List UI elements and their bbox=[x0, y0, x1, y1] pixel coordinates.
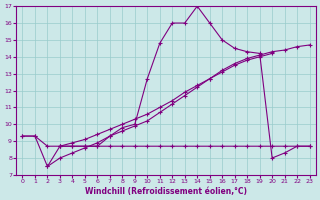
X-axis label: Windchill (Refroidissement éolien,°C): Windchill (Refroidissement éolien,°C) bbox=[85, 187, 247, 196]
